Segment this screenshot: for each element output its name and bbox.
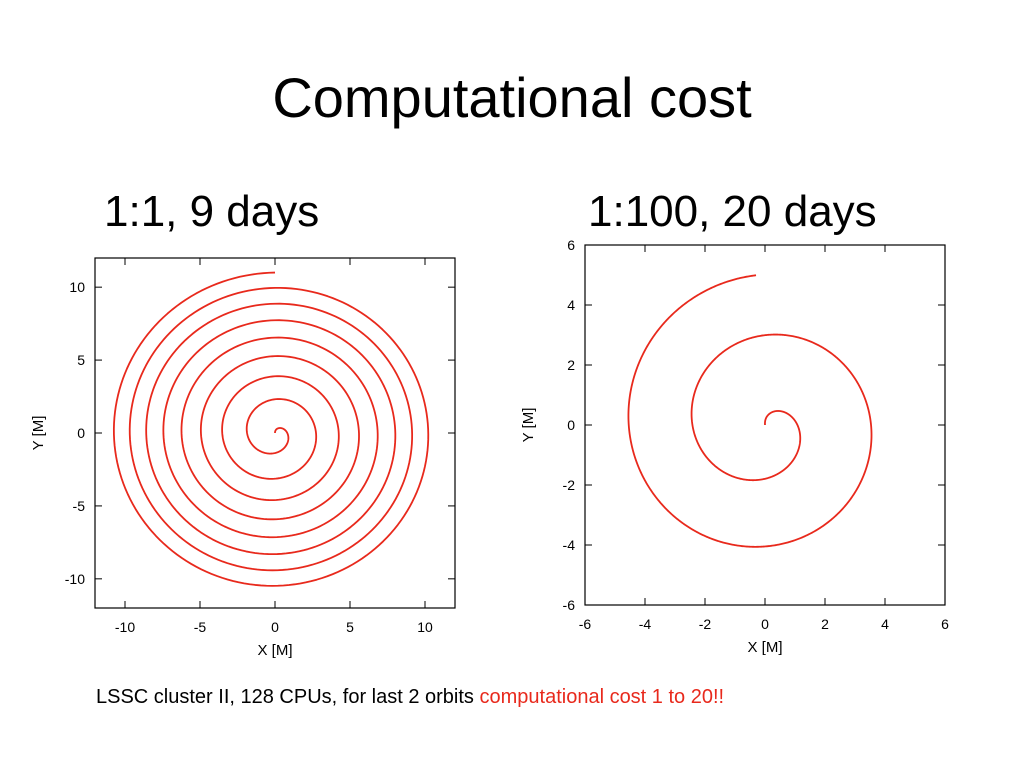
caption-prefix: LSSC cluster II, 128 CPUs, for last 2 or… (96, 686, 480, 708)
left-chart-title: 1:1, 9 days (104, 187, 320, 236)
y-tick-label: 6 (567, 237, 575, 253)
x-tick-label: 10 (417, 619, 433, 635)
x-tick-label: -2 (699, 616, 712, 632)
y-axis-label: Y [M] (520, 408, 537, 443)
caption-highlight: computational cost 1 to 20!! (479, 686, 725, 708)
y-tick-label: -6 (563, 597, 576, 613)
x-tick-label: 5 (346, 619, 354, 635)
y-tick-label: -5 (73, 498, 86, 514)
y-tick-label: 0 (567, 417, 575, 433)
y-tick-label: 4 (567, 297, 575, 313)
y-tick-label: -2 (563, 477, 576, 493)
x-tick-label: 0 (271, 619, 279, 635)
y-tick-label: 5 (77, 352, 85, 368)
x-tick-label: 0 (761, 616, 769, 632)
left-orbit-chart: -10 -5 0 5 10 -10 -5 0 5 10 X [M] Y [M] (30, 257, 456, 659)
slide-title: Computational cost (272, 66, 752, 129)
x-tick-label: -5 (194, 619, 207, 635)
y-tick-label: 2 (567, 357, 575, 373)
x-tick-label: -10 (115, 619, 135, 635)
orbit-series-line (112, 271, 430, 587)
y-tick-label: -10 (65, 571, 85, 587)
right-chart-title: 1:100, 20 days (588, 187, 877, 236)
x-tick-label: 4 (881, 616, 889, 632)
y-axis-label: Y [M] (30, 416, 47, 451)
right-orbit-chart: -6 -4 -2 0 2 4 6 -6 -4 -2 0 2 4 6 X [M] Y [M] (520, 237, 949, 656)
x-tick-label: 6 (941, 616, 949, 632)
orbit-series-line (627, 274, 873, 548)
x-axis-label: X [M] (257, 642, 292, 659)
x-axis-label: X [M] (747, 639, 782, 656)
y-tick-label: -4 (563, 537, 576, 553)
x-tick-label: -4 (639, 616, 652, 632)
y-tick-label: 0 (77, 425, 85, 441)
caption: LSSC cluster II, 128 CPUs, for last 2 or… (96, 684, 724, 710)
x-tick-label: 2 (821, 616, 829, 632)
y-tick-label: 10 (69, 279, 85, 295)
x-tick-label: -6 (579, 616, 592, 632)
